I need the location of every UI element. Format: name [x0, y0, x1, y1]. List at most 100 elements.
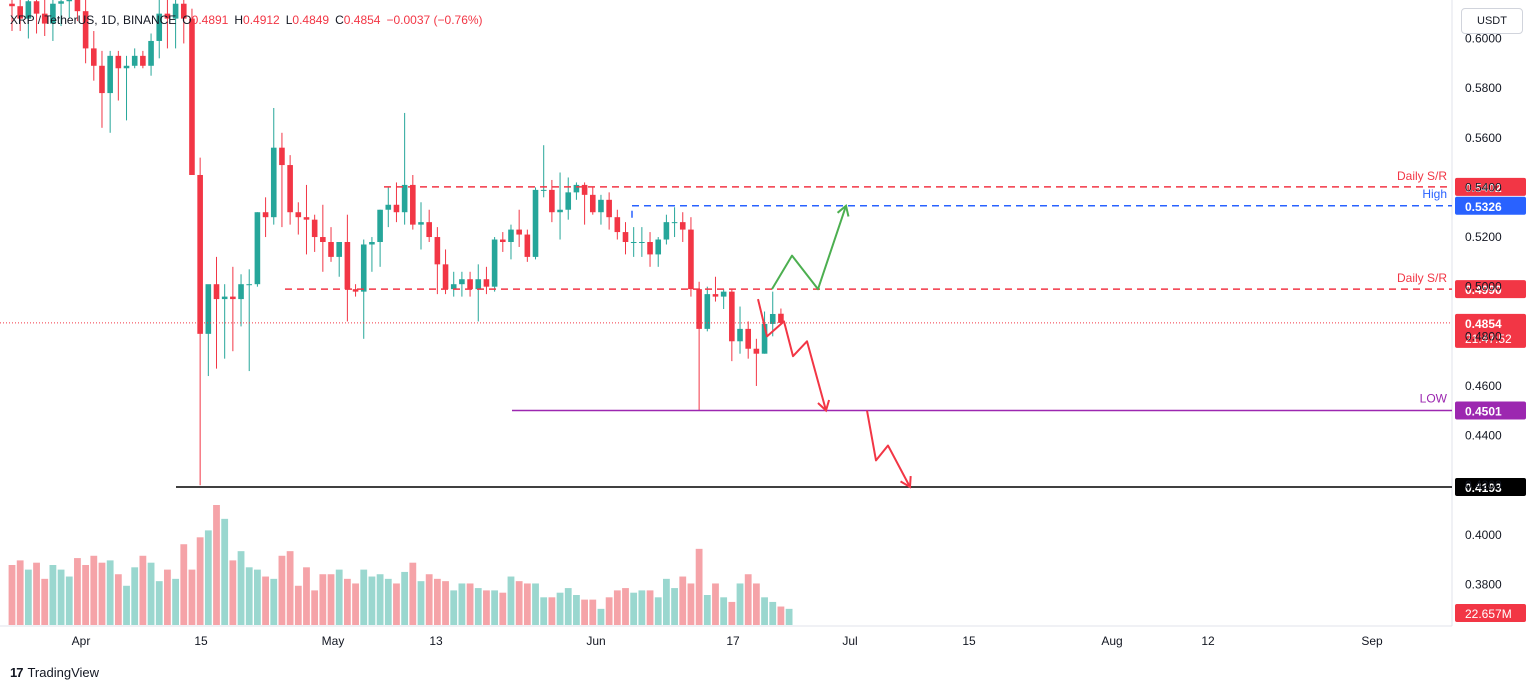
time-tick-label: Jun — [586, 634, 605, 648]
volume-bar — [8, 565, 16, 625]
time-tick-label: 12 — [1201, 634, 1215, 648]
candle — [189, 8, 195, 175]
candle — [655, 237, 662, 267]
volume-bar — [564, 588, 572, 625]
high-label-box — [1455, 196, 1526, 215]
sr-lower-label: 0.4990 — [1455, 280, 1526, 299]
candle — [172, 0, 179, 49]
volume-bar — [139, 555, 147, 625]
volume-bar — [164, 569, 171, 625]
volume-bar — [352, 583, 359, 625]
candle — [737, 306, 743, 354]
volume-bar — [597, 608, 605, 625]
time-axis[interactable]: Apr 15 May 13 Jun 17 Jul 15 Aug 12 Sep — [72, 634, 1383, 648]
high-line — [631, 205, 1452, 218]
volume-bar — [556, 592, 564, 625]
candle — [311, 214, 318, 252]
volume-bar — [785, 608, 793, 625]
candle — [74, 0, 81, 22]
volume-bar — [581, 599, 588, 625]
candle-body — [17, 6, 23, 19]
volume-bar — [245, 567, 253, 625]
candle-body — [303, 217, 310, 220]
volume-bar — [695, 548, 703, 625]
volume-bar — [761, 597, 768, 625]
sr-upper-label-box — [1455, 177, 1526, 196]
candle — [467, 271, 473, 297]
volume-bar — [442, 581, 449, 625]
tradingview-brand[interactable]: 17 TradingView — [10, 665, 99, 680]
candle — [262, 197, 269, 238]
candle-body — [549, 189, 555, 213]
candle-body — [82, 11, 89, 49]
candle-body — [704, 294, 711, 329]
low-label: L — [285, 13, 293, 27]
candle — [385, 187, 392, 228]
candle — [393, 182, 400, 223]
volume-bar — [65, 576, 73, 625]
volume-bar — [703, 595, 711, 625]
high-label: H — [234, 13, 244, 27]
volume-bar — [777, 606, 785, 625]
time-tick-label: 17 — [726, 634, 740, 648]
candles — [9, 0, 784, 486]
volume-bar — [360, 569, 368, 625]
sr-lower-tag: Daily S/R — [1397, 271, 1447, 285]
currency-button[interactable]: USDT — [1461, 8, 1523, 34]
volume-bar — [16, 560, 24, 625]
volume-bar — [74, 558, 81, 625]
candle-body — [573, 184, 580, 193]
price-tick-label: 0.4600 — [1465, 379, 1502, 393]
volume-bar — [123, 585, 130, 625]
candle-body — [524, 234, 531, 257]
candle — [712, 276, 719, 302]
symbol-title: XRP / TetherUS, 1D, BINANCE — [10, 13, 177, 27]
volume-bar — [221, 518, 229, 625]
candle — [221, 284, 228, 359]
time-tick-label: May — [322, 634, 345, 648]
candle — [180, 0, 187, 44]
candle-body — [230, 296, 236, 300]
volume-bar — [728, 601, 736, 625]
candle — [107, 50, 113, 133]
candle — [352, 284, 359, 297]
volume-bar — [532, 583, 539, 625]
price-axis[interactable]: 0.6000 0.5800 0.5600 0.5400 0.5200 0.5000 0.48… — [1465, 31, 1502, 591]
candle-body — [508, 229, 514, 243]
candle-body — [270, 147, 277, 218]
candle-body — [655, 239, 662, 255]
volume-bar — [769, 601, 777, 625]
candle — [614, 209, 621, 240]
volume-bar — [417, 581, 425, 625]
candle-body — [410, 184, 416, 225]
volume-bar — [515, 581, 523, 625]
close-label: C — [335, 13, 344, 27]
change-value: −0.0037 (−0.76%) — [386, 13, 483, 27]
candle — [410, 174, 416, 230]
candle-body — [516, 229, 522, 235]
price-tick-label: 0.5000 — [1465, 280, 1502, 294]
time-tick-label: 15 — [962, 634, 976, 648]
volume-bar — [172, 578, 179, 625]
volume-bar — [114, 574, 122, 625]
time-tick-label: Jul — [842, 634, 857, 648]
candle-body — [287, 165, 293, 213]
volume-bar — [679, 576, 687, 625]
time-tick-label: Aug — [1101, 634, 1122, 648]
volume-readout-box — [1455, 604, 1526, 622]
volume-bar — [106, 560, 114, 625]
candle — [140, 50, 146, 69]
candle-body — [140, 55, 146, 66]
volume-bar — [303, 567, 310, 625]
candle-body — [688, 229, 694, 290]
candle-body — [156, 13, 163, 41]
volume-bar — [671, 588, 678, 625]
candle — [434, 227, 441, 295]
volume-bar — [663, 578, 670, 625]
volume-bar — [613, 590, 621, 625]
current-price-text: 0.4854 — [1465, 317, 1502, 331]
low-label-box — [1455, 401, 1526, 420]
level-lines: Daily S/R 0.5402 High 0.5326 Daily S/R 0.4990… — [0, 169, 1526, 622]
volume-bars — [8, 505, 793, 625]
